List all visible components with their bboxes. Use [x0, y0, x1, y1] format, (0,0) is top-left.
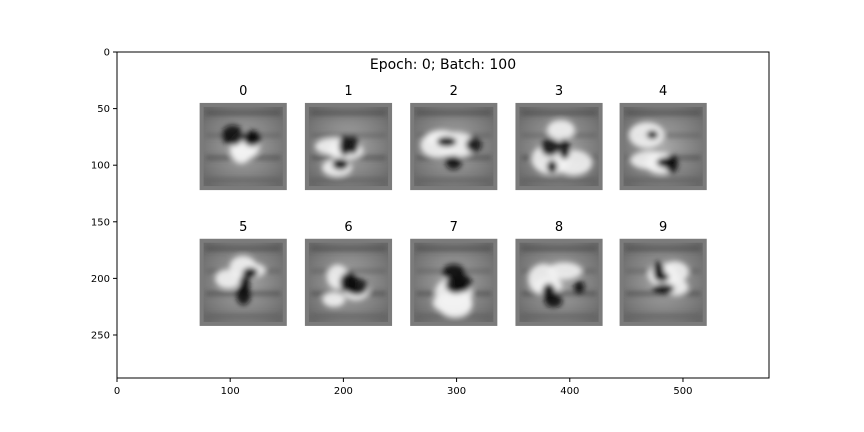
panel-label: 7 — [450, 220, 458, 235]
digit-panel — [199, 102, 287, 191]
panel-texture — [625, 110, 701, 183]
image-panels — [199, 102, 707, 326]
panel-texture — [310, 110, 387, 183]
y-tick-label: 0 — [104, 48, 110, 59]
panel-label: 2 — [450, 84, 458, 99]
panel-label: 0 — [239, 84, 247, 99]
digit-panel — [304, 102, 393, 191]
panel-texture — [625, 246, 701, 318]
x-tick-label: 0 — [114, 386, 120, 397]
panel-texture — [521, 110, 597, 183]
y-tick-label: 100 — [91, 161, 110, 172]
digit-panel — [199, 238, 287, 326]
panel-texture — [310, 246, 387, 318]
panel-label: 3 — [555, 84, 563, 99]
panel-label: 4 — [659, 84, 667, 99]
x-tick-label: 500 — [673, 386, 692, 397]
digit-panel — [619, 238, 707, 326]
y-tick-label: 250 — [91, 330, 110, 341]
y-tick-label: 200 — [91, 274, 110, 285]
x-axis: 0 100 200 300 400 500 — [114, 378, 693, 397]
digit-panel — [515, 238, 603, 326]
panel-label: 6 — [344, 220, 352, 235]
axes-background — [117, 52, 769, 378]
panel-label: 9 — [659, 220, 667, 235]
digit-panel — [515, 102, 603, 191]
panel-texture — [416, 110, 492, 183]
x-tick-label: 200 — [334, 386, 353, 397]
axes-frame — [116, 51, 770, 379]
digit-panel — [304, 238, 393, 326]
panel-labels: 0 1 2 3 4 5 6 7 8 9 — [239, 84, 667, 235]
panel-texture — [416, 246, 492, 318]
panel-label: 5 — [239, 220, 247, 235]
panel-texture — [205, 246, 281, 318]
chart-title: Epoch: 0; Batch: 100 — [370, 57, 516, 73]
panel-texture — [521, 246, 597, 318]
y-tick-label: 150 — [91, 217, 110, 228]
x-tick-label: 400 — [560, 386, 579, 397]
panel-label: 1 — [344, 84, 352, 99]
x-tick-label: 100 — [221, 386, 240, 397]
y-axis: 0 50 100 150 200 250 — [91, 48, 117, 341]
y-tick-label: 50 — [97, 104, 110, 115]
x-tick-label: 300 — [447, 386, 466, 397]
digit-panel — [410, 238, 498, 326]
panel-texture — [205, 110, 281, 183]
panel-label: 8 — [555, 220, 563, 235]
digit-panel — [410, 102, 498, 191]
digit-panel — [619, 102, 707, 191]
